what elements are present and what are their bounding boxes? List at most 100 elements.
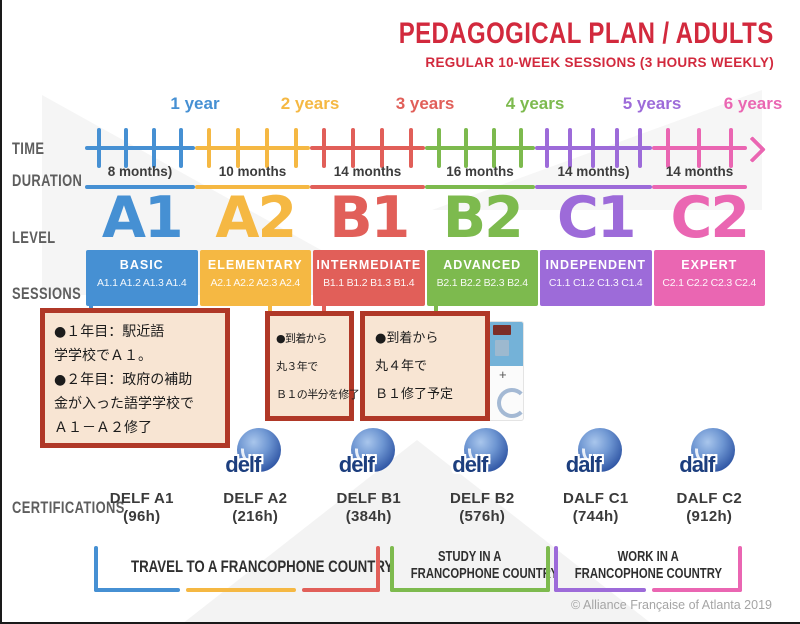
tick-mark bbox=[464, 128, 469, 168]
year-label: 2 years bbox=[280, 94, 340, 113]
header: PEDAGOGICAL PLAN / ADULTS REGULAR 10-WEE… bbox=[305, 17, 774, 71]
level-code: A2 bbox=[215, 185, 297, 251]
cert-name: DELF A2 bbox=[223, 490, 288, 507]
connector-line bbox=[268, 306, 272, 314]
bracket-edge bbox=[554, 546, 558, 592]
copyright-text: © Alliance Française of Atlanta 2019 bbox=[570, 598, 772, 612]
goal-label: STUDY IN A bbox=[438, 549, 502, 565]
tick-mark bbox=[408, 128, 413, 168]
cert-hours: (576h) bbox=[459, 508, 506, 525]
photo-fragment bbox=[489, 322, 523, 366]
delf-logo: delf bbox=[452, 428, 510, 480]
tick-mark bbox=[665, 128, 670, 168]
duration-value: 14 months bbox=[665, 164, 734, 179]
globe-icon bbox=[691, 428, 736, 472]
timeline-segment-a2 bbox=[195, 128, 310, 168]
tick-mark bbox=[591, 128, 596, 168]
tick-mark bbox=[729, 128, 734, 168]
bracket-base bbox=[94, 588, 180, 592]
bracket-base bbox=[390, 588, 550, 592]
year-label: 3 years bbox=[395, 94, 455, 113]
tick-mark bbox=[379, 128, 384, 168]
obscured-image-fragment: + bbox=[489, 322, 523, 420]
bracket-edge bbox=[390, 546, 394, 592]
tick-mark bbox=[544, 128, 549, 168]
level-box-a2: ELEMENTARY A2.1 A2.2 A2.3 A2.4 bbox=[199, 250, 311, 306]
tick-mark bbox=[436, 128, 441, 168]
annotation-note-2: ●到着から 丸３年で Ｂ１の半分を修了 bbox=[265, 311, 360, 421]
plus-glyph: + bbox=[499, 367, 507, 382]
tick-mark bbox=[264, 128, 269, 168]
level-box-a1: BASIC A1.1 A1.2 A1.3 A1.4 bbox=[86, 250, 198, 306]
tick-mark bbox=[207, 128, 212, 168]
cert-hours: (216h) bbox=[232, 508, 279, 525]
tick-mark bbox=[151, 128, 156, 168]
delf-logo: delf bbox=[339, 428, 397, 480]
goal-label: FRANCOPHONE COUNTRY bbox=[410, 566, 559, 582]
cert-name: DELF B2 bbox=[449, 490, 515, 507]
timeline-segment-b1 bbox=[310, 128, 425, 168]
bracket-edge bbox=[376, 546, 380, 592]
level-code: C2 bbox=[670, 185, 750, 251]
tick-mark bbox=[638, 128, 643, 168]
row-label-time: TIME bbox=[12, 139, 45, 158]
tick-mark bbox=[236, 128, 241, 168]
timeline-segment-b2 bbox=[425, 128, 535, 168]
goal-label: FRANCOPHONE COUNTRY bbox=[574, 566, 723, 582]
tick-mark bbox=[179, 128, 184, 168]
goal-label: WORK IN A bbox=[617, 549, 679, 565]
timeline-segment-a1 bbox=[85, 128, 195, 168]
tick-mark bbox=[491, 128, 496, 168]
year-label: 4 years bbox=[505, 94, 565, 113]
goal-bracket-work: WORK IN A FRANCOPHONE COUNTRY bbox=[554, 546, 742, 592]
level-box-c1: INDEPENDENT C1.1 C1.2 C1.3 C1.4 bbox=[540, 250, 652, 306]
delf-logo: delf bbox=[225, 428, 283, 480]
tick-mark bbox=[697, 128, 702, 168]
page-subtitle: REGULAR 10-WEEK SESSIONS (3 HOURS WEEKLY… bbox=[425, 55, 774, 70]
bracket-edge bbox=[94, 546, 98, 592]
sessions-row: BASIC A1.1 A1.2 A1.3 A1.4 ELEMENTARY A2.1 … bbox=[85, 250, 766, 306]
dalf-logo: dalf bbox=[679, 428, 737, 480]
duration-value: 14 months) bbox=[557, 164, 630, 179]
bracket-base bbox=[186, 588, 296, 592]
duration-value: 16 months bbox=[446, 164, 514, 179]
tick-mark bbox=[124, 128, 129, 168]
row-label-certifications: CERTIFICATIONS bbox=[12, 498, 125, 517]
certifications-row: DELF A1 (96h) DELF A2 (216h) DELF B1 (38… bbox=[85, 490, 766, 526]
goal-bracket-travel: TRAVEL TO A FRANCOPHONE COUNTRY bbox=[94, 546, 393, 592]
cert-hours: (744h) bbox=[572, 508, 619, 525]
tick-mark bbox=[519, 128, 524, 168]
row-label-level: LEVEL bbox=[12, 228, 56, 247]
timeline-segment-c2 bbox=[652, 128, 747, 168]
level-box-b2: ADVANCED B2.1 B2.2 B2.3 B2.4 bbox=[426, 250, 538, 306]
tick-mark bbox=[322, 128, 327, 168]
year-label: 6 years bbox=[723, 94, 783, 113]
dalf-logo: dalf bbox=[566, 428, 624, 480]
level-box-b1: INTERMEDIATE B1.1 B1.2 B1.3 B1.4 bbox=[313, 250, 425, 306]
cert-hours: (384h) bbox=[345, 508, 392, 525]
timeline-segment-c1 bbox=[535, 128, 652, 168]
duration-value: 10 months bbox=[218, 164, 287, 179]
tick-mark bbox=[614, 128, 619, 168]
duration-value: 14 months bbox=[333, 164, 402, 179]
year-label: 5 years bbox=[622, 94, 682, 113]
bracket-edge bbox=[546, 546, 550, 592]
cert-name: DELF A1 bbox=[109, 490, 174, 507]
bracket-base bbox=[554, 588, 646, 592]
level-code: B1 bbox=[329, 185, 410, 251]
bracket-base bbox=[302, 588, 380, 592]
level-code: B2 bbox=[442, 185, 524, 251]
bracket-base bbox=[652, 588, 742, 592]
bracket-edge bbox=[738, 546, 742, 592]
connector-line bbox=[322, 306, 326, 314]
tick-mark bbox=[293, 128, 298, 168]
year-label: 1 year bbox=[170, 94, 220, 113]
annotation-note-1: ●１年目：駅近語 学学校でＡ１。 ●２年目：政府の補助 金が入った語学学校で Ａ… bbox=[40, 308, 230, 448]
cert-hours: (96h) bbox=[123, 508, 161, 525]
duration-value: 8 months) bbox=[107, 164, 173, 179]
goal-label: TRAVEL TO A FRANCOPHONE COUNTRY bbox=[130, 557, 394, 576]
page-title: PEDAGOGICAL PLAN / ADULTS bbox=[399, 17, 774, 50]
level-letters-row: A1 A2 B1 B2 C1 C2 bbox=[85, 188, 766, 248]
tick-mark bbox=[351, 128, 356, 168]
tick-mark bbox=[96, 128, 101, 168]
